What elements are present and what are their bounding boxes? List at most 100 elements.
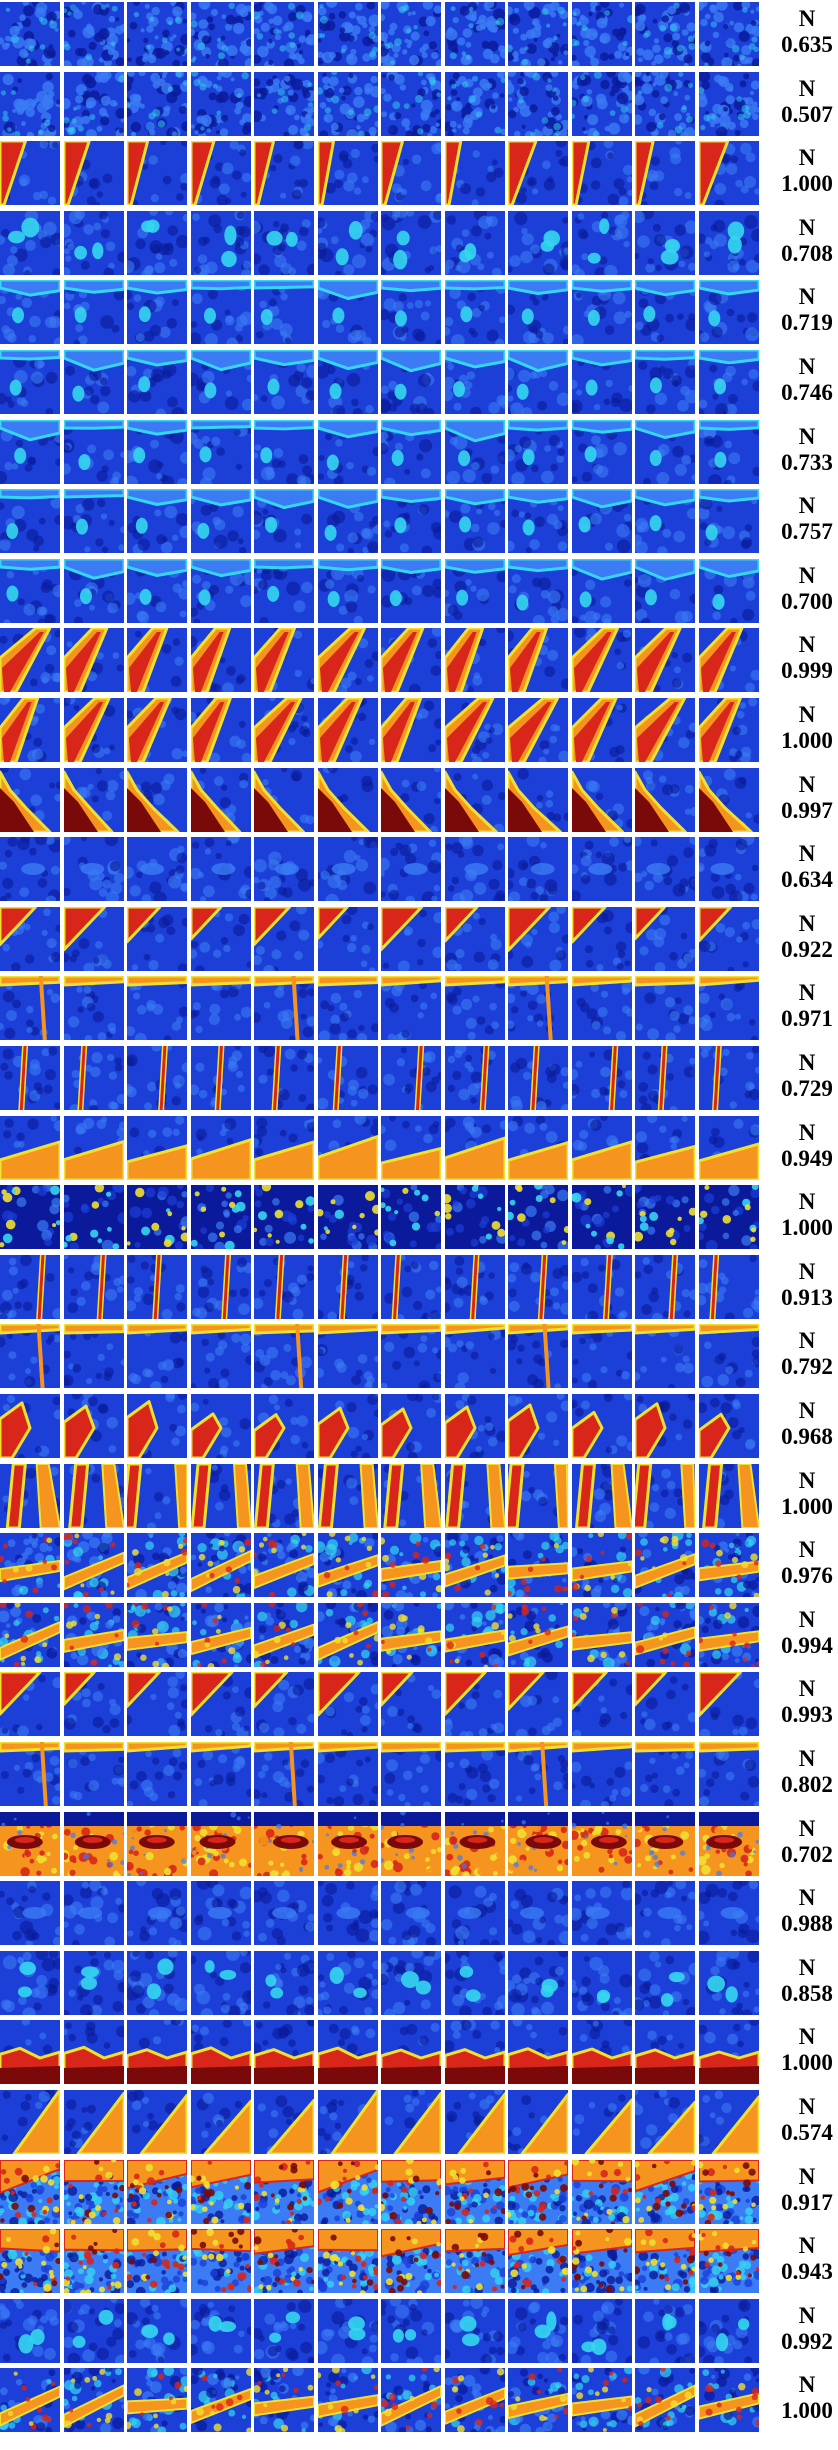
heatmap-image [635, 1533, 695, 1598]
heatmap-tile [571, 1533, 632, 1598]
heatmap-image [0, 2368, 60, 2433]
heatmap-tile [190, 1115, 251, 1180]
heatmap-image [635, 2229, 695, 2294]
heatmap-tile [635, 1672, 695, 1737]
heatmap-tile [254, 906, 314, 971]
heatmap-image [0, 1463, 60, 1528]
heatmap-tile [381, 1463, 441, 1528]
heatmap-image [571, 1881, 632, 1946]
row-class-label: N [798, 562, 816, 588]
heatmap-tile [698, 698, 759, 762]
heatmap-tile [317, 2159, 378, 2224]
heatmap-image [0, 837, 60, 902]
row-label: N 0.792 [776, 1324, 838, 1388]
heatmap-image [0, 71, 60, 136]
heatmap-image [190, 1881, 251, 1946]
heatmap-image [254, 558, 314, 623]
heatmap-image [317, 1324, 378, 1389]
heatmap-image [254, 2298, 314, 2363]
heatmap-tile [317, 698, 378, 762]
heatmap-tile [381, 906, 441, 971]
heatmap-image [0, 1046, 60, 1110]
heatmap-row: N 0.993 [0, 1672, 838, 1737]
heatmap-image [381, 419, 441, 484]
heatmap-row: N 0.913 [0, 1254, 838, 1319]
heatmap-tile [635, 210, 695, 275]
heatmap-tile [508, 2090, 568, 2154]
heatmap-tile [571, 1324, 632, 1389]
heatmap-tile [254, 1185, 314, 1250]
heatmap-image [508, 906, 568, 971]
heatmap-tile [127, 2, 187, 66]
heatmap-tile [698, 141, 759, 206]
heatmap-image [0, 1254, 60, 1319]
heatmap-image [571, 1742, 632, 1806]
heatmap-image [254, 2368, 314, 2433]
heatmap-tile [0, 1185, 60, 1250]
heatmap-tile [698, 489, 759, 554]
heatmap-image [63, 1811, 124, 1876]
heatmap-tile [635, 698, 695, 762]
row-score: 1.000 [781, 728, 833, 753]
heatmap-image [571, 1046, 632, 1110]
heatmap-tile [254, 141, 314, 206]
heatmap-image [127, 141, 187, 206]
heatmap-image [63, 1324, 124, 1389]
heatmap-tile [317, 1463, 378, 1528]
heatmap-image [254, 1463, 314, 1528]
heatmap-tile [635, 1394, 695, 1458]
heatmap-image [444, 2090, 505, 2154]
row-class-label: N [798, 2372, 816, 2398]
heatmap-tile [317, 1950, 378, 2015]
heatmap-image [381, 2298, 441, 2363]
heatmap-tile [190, 2020, 251, 2085]
heatmap-image [444, 906, 505, 971]
heatmap-image [444, 419, 505, 484]
heatmap-tile [317, 1811, 378, 1876]
heatmap-tile [444, 1046, 505, 1110]
heatmap-tile [381, 837, 441, 902]
heatmap-tile [508, 976, 568, 1041]
heatmap-image [254, 1672, 314, 1737]
heatmap-tile [444, 976, 505, 1041]
heatmap-tile [635, 837, 695, 902]
row-label: N 1.000 [776, 2368, 838, 2432]
heatmap-tile [635, 1463, 695, 1528]
heatmap-tile [698, 1324, 759, 1389]
heatmap-image [317, 2090, 378, 2154]
heatmap-tile [381, 1811, 441, 1876]
heatmap-tile [381, 1950, 441, 2015]
heatmap-image [254, 280, 314, 345]
heatmap-tile [190, 280, 251, 345]
heatmap-tile [444, 1672, 505, 1737]
row-label: N 1.000 [776, 1185, 838, 1249]
heatmap-tile [254, 628, 314, 693]
heatmap-image [508, 419, 568, 484]
heatmap-tile [190, 2159, 251, 2224]
heatmap-image [190, 489, 251, 554]
heatmap-image [508, 1742, 568, 1806]
heatmap-image [254, 906, 314, 971]
heatmap-tile [698, 350, 759, 414]
heatmap-tile [254, 1602, 314, 1667]
heatmap-tile [254, 767, 314, 832]
heatmap-image [698, 1533, 759, 1598]
heatmap-tile [317, 1742, 378, 1806]
heatmap-tile [571, 1811, 632, 1876]
heatmap-image [254, 1811, 314, 1876]
heatmap-tile [444, 558, 505, 623]
heatmap-tile [508, 71, 568, 136]
heatmap-row: N 0.792 [0, 1324, 838, 1389]
heatmap-tile [190, 2, 251, 66]
heatmap-image [317, 419, 378, 484]
heatmap-row: N 1.000 [0, 1463, 838, 1528]
heatmap-image [317, 2, 378, 66]
row-score: 0.507 [781, 101, 833, 127]
heatmap-tile [127, 350, 187, 414]
heatmap-image [127, 1046, 187, 1110]
heatmap-image [254, 2090, 314, 2154]
heatmap-image [571, 419, 632, 484]
heatmap-image [254, 71, 314, 136]
row-class-label: N [798, 2233, 816, 2259]
heatmap-image [508, 2159, 568, 2224]
